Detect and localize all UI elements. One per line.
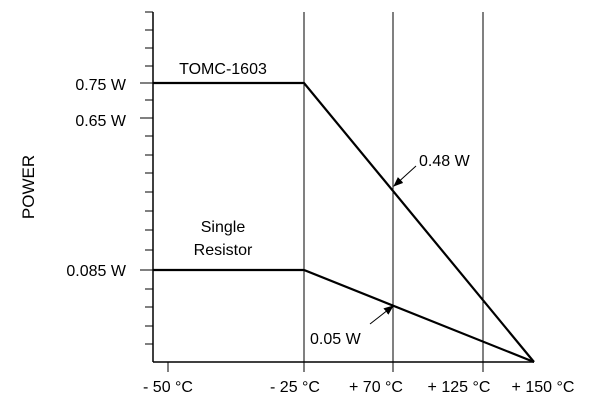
- series-label-tomc-1603: TOMC-1603: [179, 61, 267, 78]
- vertical-gridlines: [303, 12, 484, 362]
- y-tick-label-0-085: 0.085 W: [66, 263, 126, 280]
- series-line-0: [153, 81, 535, 363]
- annotation-arrow-0-48w: [393, 165, 417, 187]
- y-tick-label-0-75: 0.75 W: [75, 77, 127, 94]
- x-tick-marks: [167, 362, 484, 372]
- series-label-single-resistor-line1: Single: [201, 219, 246, 236]
- annotation-arrow-0-05w: [369, 305, 394, 325]
- x-tick-label-plus-70: + 70 °C: [349, 379, 403, 396]
- x-tick-label-minus-25: - 25 °C: [270, 379, 320, 396]
- x-tick-label-minus-50: - 50 °C: [143, 379, 193, 396]
- annotation-0-05w: 0.05 W: [310, 331, 362, 348]
- series-label-single-resistor-line2: Resistor: [194, 242, 253, 259]
- series-lines: [153, 81, 535, 364]
- series-line-1: [153, 268, 535, 364]
- x-tick-label-plus-125: + 125 °C: [428, 379, 491, 396]
- y-tick-label-0-65: 0.65 W: [75, 113, 127, 130]
- x-tick-label-plus-150: + 150 °C: [512, 379, 575, 396]
- y-minor-ticks: [140, 11, 153, 345]
- annotation-0-48w: 0.48 W: [419, 153, 471, 170]
- y-axis-title: POWER: [19, 155, 38, 219]
